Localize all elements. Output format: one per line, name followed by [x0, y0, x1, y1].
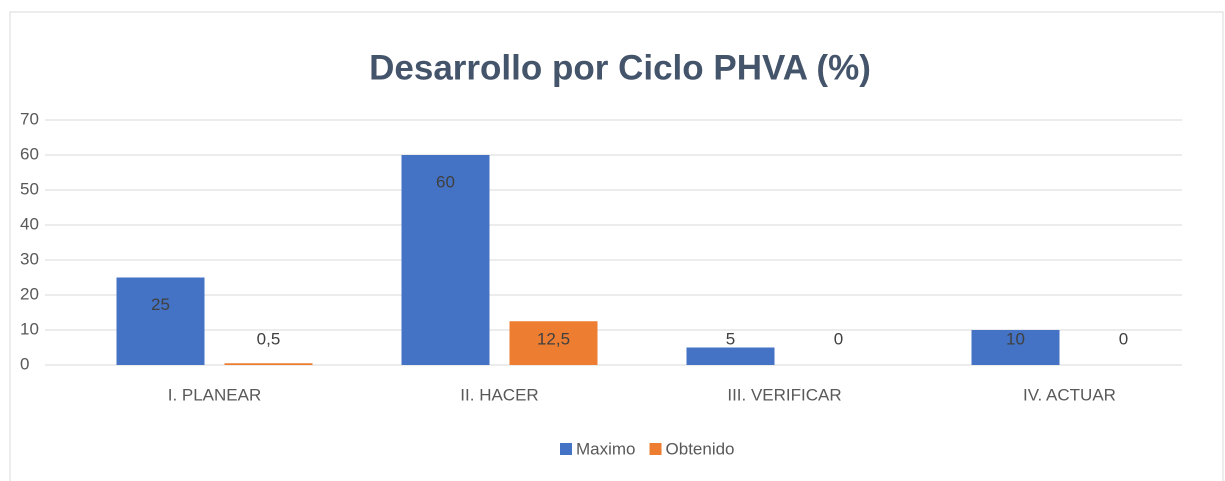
- chart-border: [9, 11, 1224, 481]
- data-label: 0: [1119, 329, 1128, 348]
- y-tick-label: 60: [20, 144, 39, 163]
- legend-label: Maximo: [576, 439, 636, 458]
- y-tick-label: 70: [20, 109, 39, 128]
- y-tick-label: 20: [20, 284, 39, 303]
- legend-label: Obtenido: [666, 439, 735, 458]
- bar: [971, 330, 1060, 365]
- bar: [116, 277, 205, 365]
- data-label: 10: [1006, 329, 1025, 348]
- legend-swatch: [560, 443, 572, 455]
- y-tick-label: 0: [20, 354, 29, 373]
- y-tick-label: 10: [20, 319, 39, 338]
- bar: [509, 321, 598, 365]
- bar: [686, 347, 775, 365]
- data-label: 12,5: [537, 329, 570, 348]
- data-label: 25: [151, 295, 170, 314]
- y-tick-label: 40: [20, 214, 39, 233]
- x-tick-label: I. PLANEAR: [168, 385, 262, 404]
- legend-swatch: [649, 443, 662, 455]
- x-tick-label: IV. ACTUAR: [1023, 385, 1116, 404]
- y-tick-label: 30: [20, 249, 39, 268]
- y-tick-label: 50: [20, 179, 39, 198]
- bar: [224, 363, 313, 365]
- chart-title: Desarrollo por Ciclo PHVA (%): [369, 48, 871, 87]
- data-label: 60: [436, 172, 455, 191]
- data-label: 5: [726, 329, 735, 348]
- x-tick-label: III. VERIFICAR: [727, 385, 841, 404]
- data-label: 0,5: [257, 329, 281, 348]
- data-label: 0: [834, 329, 843, 348]
- bar: [401, 155, 490, 365]
- x-tick-label: II. HACER: [460, 385, 538, 404]
